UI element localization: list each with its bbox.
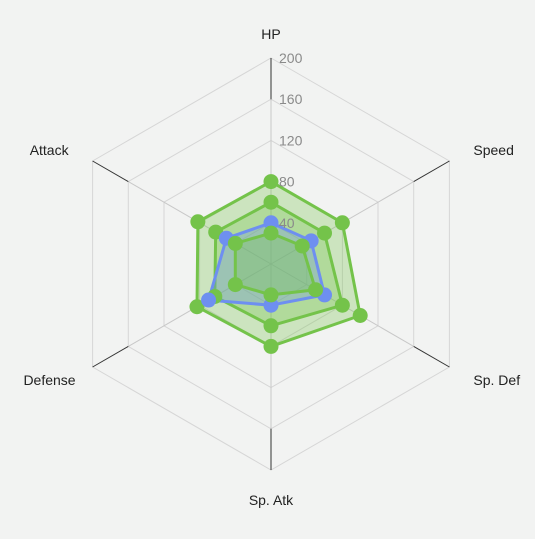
series-1-point-1	[317, 225, 333, 241]
series-2-point-3	[263, 297, 279, 313]
spoke-outer-5	[92, 160, 129, 183]
tick-label-200: 200	[279, 50, 303, 66]
series-3-point-0	[263, 225, 279, 241]
series-0-point-0	[263, 174, 279, 190]
series-1-point-3	[263, 318, 279, 334]
series-2-point-4	[201, 292, 217, 308]
tick-label-40: 40	[279, 215, 295, 231]
radar-axis-labels: HP Speed Sp. Def Sp. Atk Defense Attack	[23, 26, 520, 508]
tick-label-160: 160	[279, 91, 303, 107]
spoke-outer-1	[413, 160, 450, 183]
series-3-point-2	[308, 282, 324, 298]
tick-label-120: 120	[279, 132, 303, 148]
series-0-point-1	[334, 215, 350, 231]
axis-label-hp: HP	[261, 26, 280, 42]
series-0-point-4	[189, 299, 205, 315]
series-1-point-2	[334, 297, 350, 313]
axis-label-sp-def: Sp. Def	[473, 372, 520, 388]
series-3-point-4	[227, 277, 243, 293]
series-3-point-5	[227, 235, 243, 251]
spoke-outer-2	[413, 345, 450, 368]
series-0-point-5	[190, 214, 206, 230]
axis-label-attack: Attack	[30, 142, 70, 158]
series-3-point-3	[263, 287, 279, 303]
series-3-point-1	[294, 238, 310, 254]
axis-label-speed: Speed	[473, 142, 513, 158]
radar-tick-labels: 40 80 120 160 200	[279, 50, 303, 231]
series-2-point-0	[263, 215, 279, 231]
axis-label-defense: Defense	[23, 372, 75, 388]
spoke-outer-4	[92, 345, 129, 368]
series-0-point-3	[263, 338, 279, 354]
axis-label-sp-atk: Sp. Atk	[249, 492, 294, 508]
series-1-point-0	[263, 194, 279, 210]
radar-series	[189, 174, 368, 354]
tick-label-80: 80	[279, 174, 295, 190]
series-0-point-2	[352, 308, 368, 323]
